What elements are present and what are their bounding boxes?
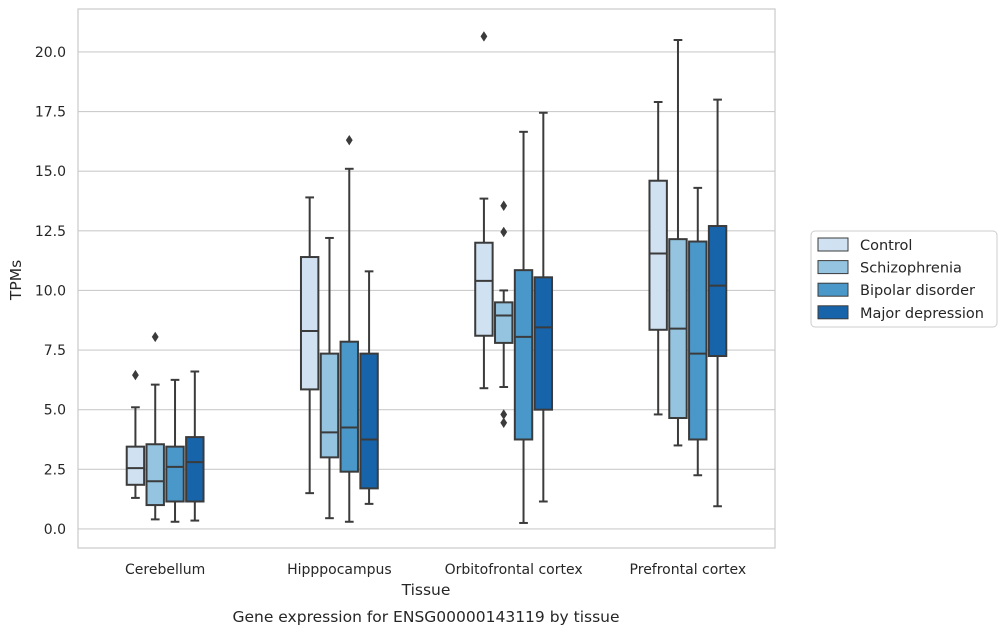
legend-label: Control	[860, 238, 912, 254]
box-group	[494, 200, 514, 428]
box-iqr	[165, 445, 185, 503]
y-tick-label: 15.0	[35, 164, 66, 180]
y-axis-label: TPMs	[7, 260, 25, 301]
y-tick-label: 10.0	[35, 283, 66, 299]
y-tick-labels: 0.0 2.5 5.0 7.5 10.0 12.5 15.0 17.5 20.0	[35, 45, 66, 538]
box-iqr	[185, 436, 205, 503]
x-tick-labels: Cerebellum Hipppocampus Orbitofrontal cort…	[125, 562, 746, 578]
legend-label: Bipolar disorder	[860, 283, 975, 299]
box-group	[299, 196, 320, 495]
box-group	[319, 236, 340, 520]
box-iqr	[648, 179, 668, 331]
legend-swatch	[817, 282, 849, 297]
y-tick-label: 12.5	[35, 224, 66, 240]
legend-swatch	[817, 237, 849, 252]
x-tick-label: Cerebellum	[125, 562, 205, 578]
box-iqr	[359, 352, 379, 490]
box-group	[339, 134, 359, 523]
outlier-marker	[132, 369, 139, 381]
legend: Control Schizophrenia Bipolar disorder Majo…	[810, 230, 998, 328]
outlier-marker	[345, 134, 353, 146]
box-group	[707, 98, 728, 508]
legend-label: Schizophrenia	[860, 261, 962, 277]
plot-area-frame	[77, 8, 776, 549]
box-group	[145, 331, 165, 521]
x-tick-label: Hipppocampus	[287, 562, 392, 578]
box-group	[185, 370, 205, 522]
legend-label: Major depression	[860, 306, 984, 322]
box-iqr	[688, 240, 708, 441]
y-tick-label: 2.5	[44, 462, 66, 478]
box-iqr	[474, 241, 494, 337]
legend-swatch	[817, 305, 849, 320]
box-group	[668, 39, 688, 447]
box-group	[359, 270, 379, 505]
outlier-marker	[500, 409, 508, 420]
outlier-marker	[151, 331, 159, 343]
box-iqr	[299, 256, 320, 391]
x-tick-label: Prefrontal cortex	[630, 562, 747, 578]
box-iqr	[707, 225, 728, 358]
x-axis-label: Tissue	[401, 581, 451, 599]
box-group	[648, 101, 668, 416]
outlier-marker	[480, 31, 488, 42]
box-iqr	[125, 445, 146, 486]
box-iqr	[339, 340, 359, 473]
figure-caption: Gene expression for ENSG00000143119 by t…	[232, 608, 619, 626]
box-iqr	[533, 276, 554, 411]
y-tick-label: 20.0	[35, 45, 66, 61]
y-tick-label: 0.0	[44, 522, 66, 538]
box-iqr	[145, 443, 165, 507]
legend-frame	[810, 230, 998, 328]
box-series-layer	[125, 31, 728, 524]
outlier-marker	[500, 200, 508, 211]
legend-swatch	[817, 260, 849, 275]
box-iqr	[319, 352, 340, 459]
box-group	[513, 130, 534, 524]
box-group	[165, 378, 185, 523]
box-group	[533, 111, 554, 503]
box-group	[474, 31, 494, 390]
outlier-marker	[500, 226, 508, 238]
box-group	[125, 369, 146, 499]
box-iqr	[513, 269, 534, 441]
outlier-marker	[500, 417, 508, 428]
box-iqr	[494, 301, 514, 344]
y-tick-label: 17.5	[35, 105, 66, 121]
y-tick-label: 7.5	[44, 343, 66, 359]
box-group	[688, 186, 708, 477]
y-tick-label: 5.0	[44, 403, 66, 419]
x-tick-label: Orbitofrontal cortex	[445, 562, 583, 578]
